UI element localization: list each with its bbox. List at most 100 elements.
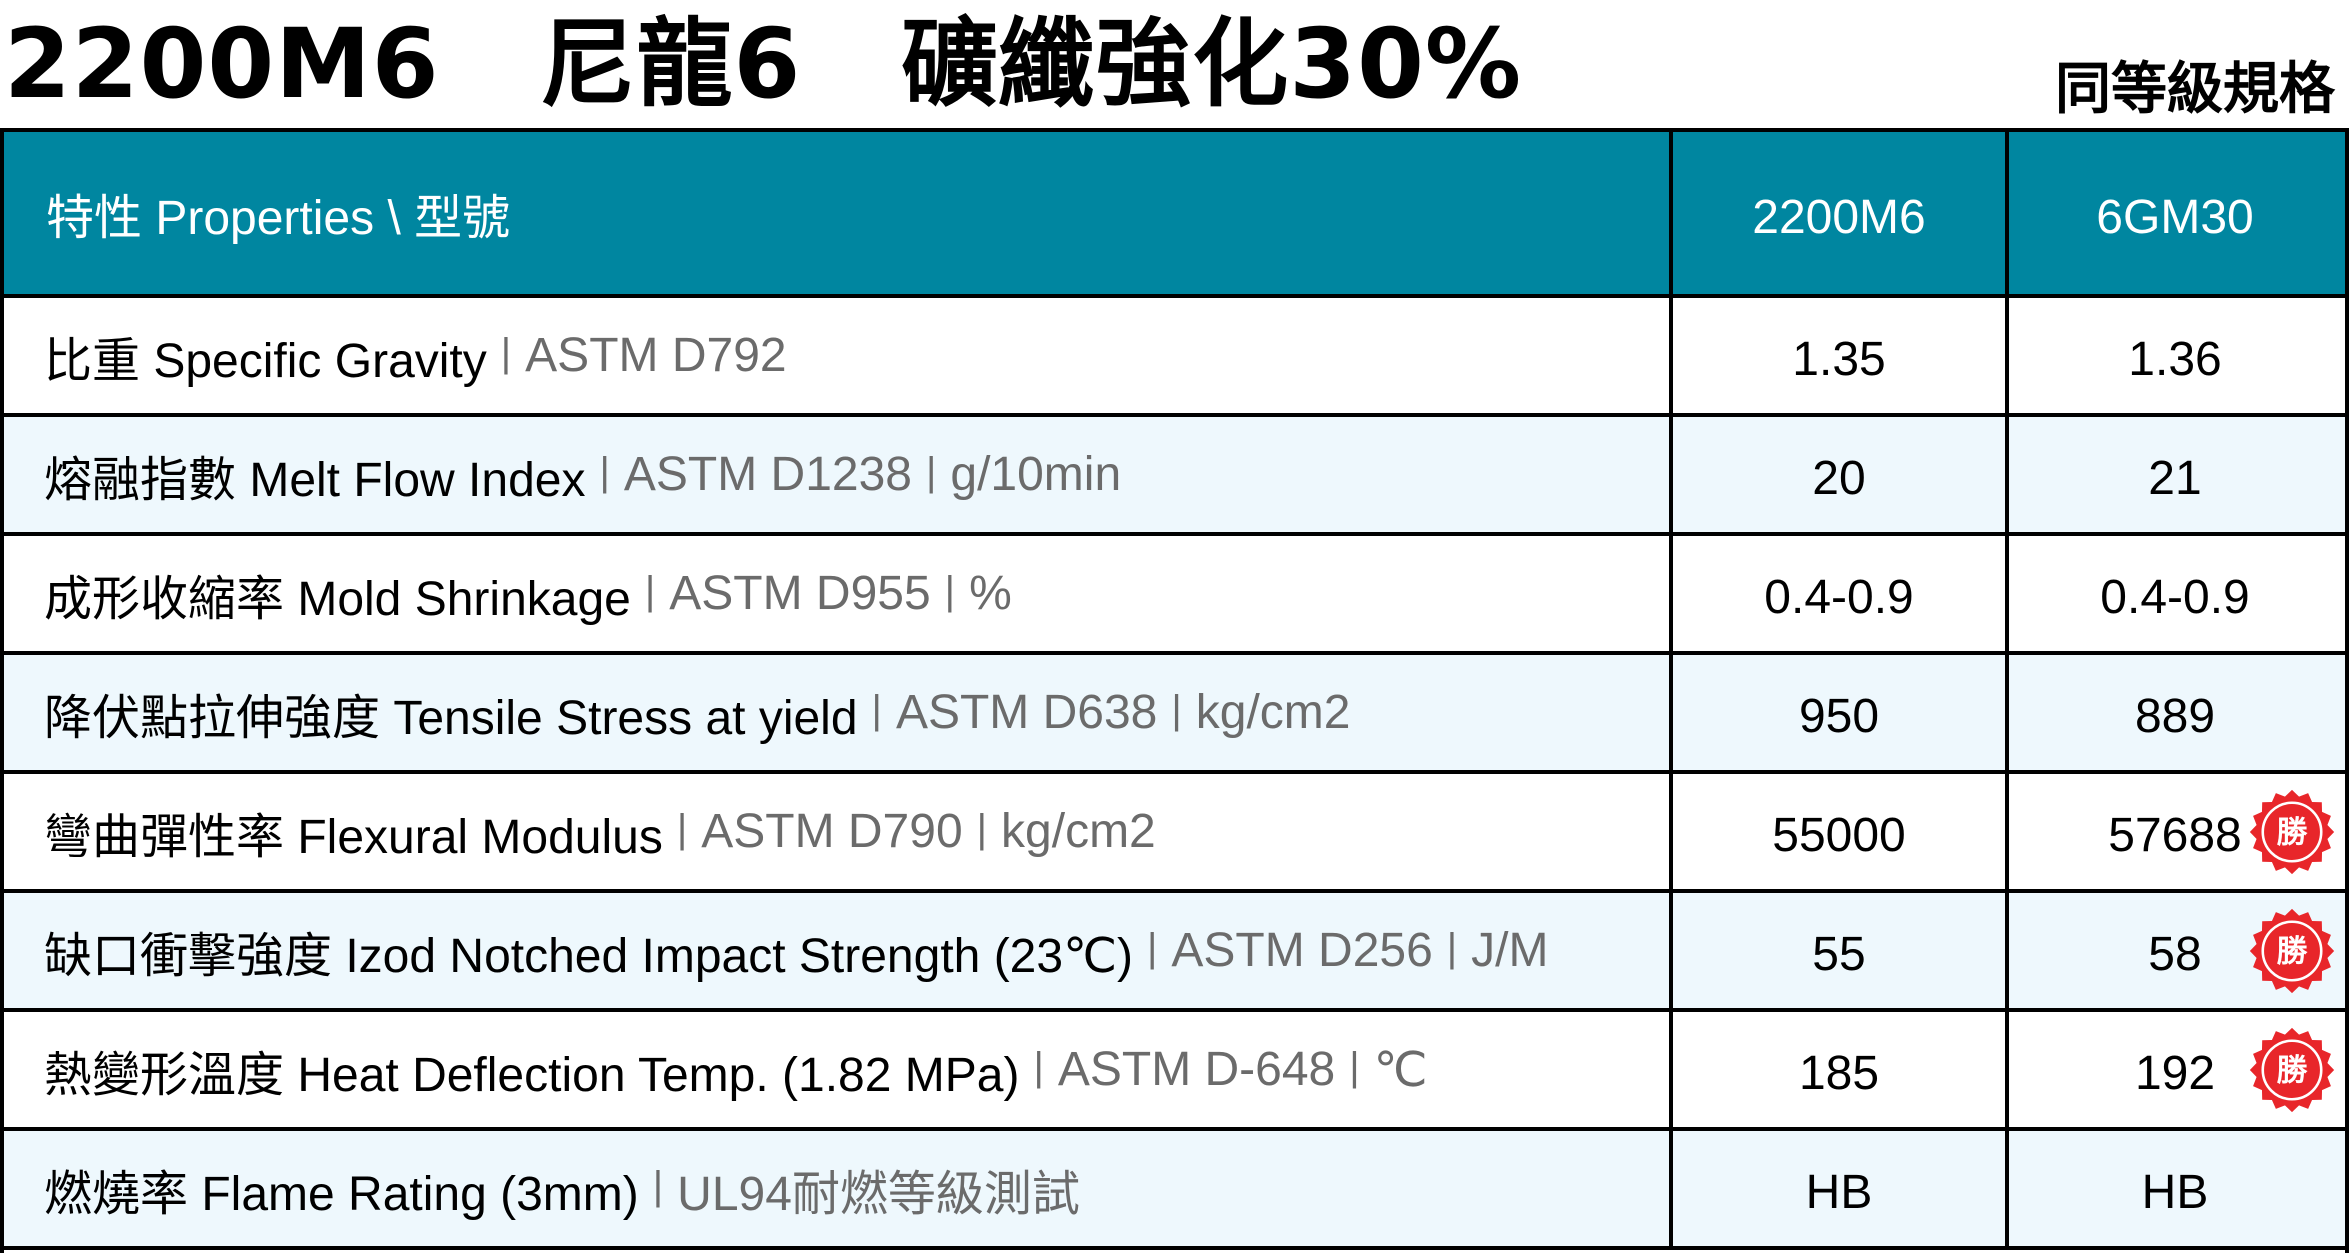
table-row: 成形收縮率 Mold Shrinkage | ASTM D955 |% 0.4-0.9 0… xyxy=(4,536,2345,655)
property-name: 熔融指數 Melt Flow Index xyxy=(44,453,586,507)
title-material: 尼龍6 xyxy=(539,8,802,120)
value-cell-6gm30: 889 xyxy=(2009,655,2341,770)
property-cell: 熔融指數 Melt Flow Index | ASTM D1238 | g/10min xyxy=(4,417,1673,532)
property-cell: 比重 Specific Gravity | ASTM D792 xyxy=(4,298,1673,413)
unit: ℃ xyxy=(1373,1043,1428,1097)
property-cell: 彎曲彈性率 Flexural Modulus | ASTM D790 | kg/cm2 xyxy=(4,774,1673,889)
value-2200m6: 55 xyxy=(1812,928,1866,981)
unit: % xyxy=(969,567,1012,620)
value-cell-6gm30: 58 勝 xyxy=(2009,893,2341,1008)
test-method: ASTM D-648 xyxy=(1057,1043,1336,1096)
win-badge-icon: 勝 xyxy=(2249,908,2335,993)
property-cell: 熱變形溫度 Heat Deflection Temp. (1.82 MPa) | A… xyxy=(4,1012,1673,1127)
separator: | xyxy=(1146,926,1158,970)
separator: | xyxy=(599,450,610,494)
separator: | xyxy=(1171,688,1182,732)
property-cell: 降伏點拉伸強度 Tensile Stress at yield | ASTM D63… xyxy=(4,655,1673,770)
unit: J/M xyxy=(1471,924,1549,977)
property-name: 比重 Specific Gravity xyxy=(44,334,487,388)
value-cell-2200m6: 950 xyxy=(1673,655,2009,770)
header-model-b-cell: 6GM30 xyxy=(2009,132,2341,294)
property-name: 成形收縮率 Mold Shrinkage xyxy=(44,572,631,626)
separator: | xyxy=(1446,926,1458,970)
properties-table: 特性 Properties \ 型號 2200M6 6GM30 比重 Speci… xyxy=(0,128,2349,1253)
header-model-b: 6GM30 xyxy=(2096,190,2254,244)
property-name: 降伏點拉伸強度 Tensile Stress at yield xyxy=(44,691,858,745)
separator: | xyxy=(976,807,988,851)
header-model-a-cell: 2200M6 xyxy=(1673,132,2009,294)
value-cell-2200m6: 0.4-0.9 xyxy=(1673,536,2009,651)
unit: kg/cm2 xyxy=(1001,805,1156,858)
separator: | xyxy=(925,450,937,494)
table-row: 比重 Specific Gravity | ASTM D792 1.35 1.36 xyxy=(4,298,2345,417)
value-cell-6gm30: 1.36 xyxy=(2009,298,2341,413)
header-model-a: 2200M6 xyxy=(1752,190,1926,244)
property-cell: 成形收縮率 Mold Shrinkage | ASTM D955 |% xyxy=(4,536,1673,651)
separator: | xyxy=(500,331,512,375)
table-row: 熱變形溫度 Heat Deflection Temp. (1.82 MPa) | A… xyxy=(4,1012,2345,1131)
value-cell-6gm30: 0.4-0.9 xyxy=(2009,536,2341,651)
win-badge-icon: 勝 xyxy=(2249,1027,2335,1112)
value-cell-2200m6: 55 xyxy=(1673,893,2009,1008)
value-cell-6gm30: 192 勝 xyxy=(2009,1012,2341,1127)
value-cell-2200m6: 55000 xyxy=(1673,774,2009,889)
table-row: 缺口衝擊強度 Izod Notched Impact Strength (23℃… xyxy=(4,893,2345,1012)
separator: | xyxy=(944,569,956,613)
property-cell: 燃燒率 Flame Rating (3mm) | UL94耐燃等級測試 xyxy=(4,1131,1673,1246)
test-method: ASTM D1238 xyxy=(623,448,912,501)
table-row: 燃燒率 Flame Rating (3mm) | UL94耐燃等級測試 HB HB xyxy=(4,1131,2345,1250)
page-title: 2200M6 尼龍6 礦纖強化30% xyxy=(4,0,1522,128)
value-6gm30: 57688 xyxy=(2108,809,2242,862)
value-2200m6: 185 xyxy=(1798,1047,1880,1100)
value-6gm30: 58 xyxy=(2148,928,2202,981)
title-grade: 礦纖強化30% xyxy=(901,8,1523,120)
property-name: 彎曲彈性率 Flexural Modulus xyxy=(44,810,663,864)
win-badge-icon: 勝 xyxy=(2249,789,2335,874)
value-6gm30: 192 xyxy=(2134,1047,2216,1100)
value-cell-2200m6: 1.35 xyxy=(1673,298,2009,413)
win-badge-text: 勝 xyxy=(2277,1052,2309,1088)
value-cell-2200m6: 185 xyxy=(1673,1012,2009,1127)
equivalent-grade-label: 同等級規格 xyxy=(2055,57,2335,122)
test-method: ASTM D638 xyxy=(895,686,1158,739)
table-row: 熔融指數 Melt Flow Index | ASTM D1238 | g/10min 2… xyxy=(4,417,2345,536)
value-6gm30: 1.36 xyxy=(2128,333,2222,386)
separator: | xyxy=(1349,1045,1360,1089)
value-cell-6gm30: 21 xyxy=(2009,417,2341,532)
value-cell-6gm30: 57688 勝 xyxy=(2009,774,2341,889)
property-name: 熱變形溫度 Heat Deflection Temp. (1.82 MPa) xyxy=(44,1048,1020,1102)
value-2200m6: 1.35 xyxy=(1792,333,1886,386)
value-2200m6: HB xyxy=(1805,1166,1873,1219)
unit: kg/cm2 xyxy=(1195,686,1351,739)
win-badge-text: 勝 xyxy=(2277,814,2309,850)
value-6gm30: 889 xyxy=(2134,690,2216,743)
separator: | xyxy=(652,1164,664,1208)
value-cell-2200m6: 20 xyxy=(1673,417,2009,532)
property-name: 缺口衝擊強度 Izod Notched Impact Strength (23℃… xyxy=(44,929,1133,983)
value-6gm30: 21 xyxy=(2148,452,2202,505)
property-name: 燃燒率 Flame Rating (3mm) xyxy=(44,1167,639,1221)
value-cell-2200m6: HB xyxy=(1673,1131,2009,1246)
value-6gm30: HB xyxy=(2141,1166,2209,1219)
separator: | xyxy=(1033,1045,1044,1089)
separator: | xyxy=(871,688,882,732)
header-properties-cell: 特性 Properties \ 型號 xyxy=(4,132,1673,294)
test-method: ASTM D256 xyxy=(1171,924,1433,977)
separator: | xyxy=(644,569,656,613)
separator: | xyxy=(676,807,688,851)
unit: g/10min xyxy=(950,448,1122,501)
value-2200m6: 950 xyxy=(1798,690,1880,743)
property-cell: 缺口衝擊強度 Izod Notched Impact Strength (23℃… xyxy=(4,893,1673,1008)
win-badge-text: 勝 xyxy=(2277,933,2309,969)
value-2200m6: 20 xyxy=(1812,452,1866,505)
test-method: UL94耐燃等級測試 xyxy=(677,1167,1080,1221)
value-2200m6: 0.4-0.9 xyxy=(1764,571,1914,624)
test-method: ASTM D792 xyxy=(525,329,787,382)
table-header-row: 特性 Properties \ 型號 2200M6 6GM30 xyxy=(4,132,2345,298)
table-row: 降伏點拉伸強度 Tensile Stress at yield | ASTM D63… xyxy=(4,655,2345,774)
test-method: ASTM D790 xyxy=(701,805,963,858)
table-body: 比重 Specific Gravity | ASTM D792 1.35 1.36 熔融指… xyxy=(4,298,2345,1250)
test-method: ASTM D955 xyxy=(669,567,931,620)
title-product: 2200M6 xyxy=(4,8,440,120)
table-row: 彎曲彈性率 Flexural Modulus | ASTM D790 | kg/cm2 5… xyxy=(4,774,2345,893)
